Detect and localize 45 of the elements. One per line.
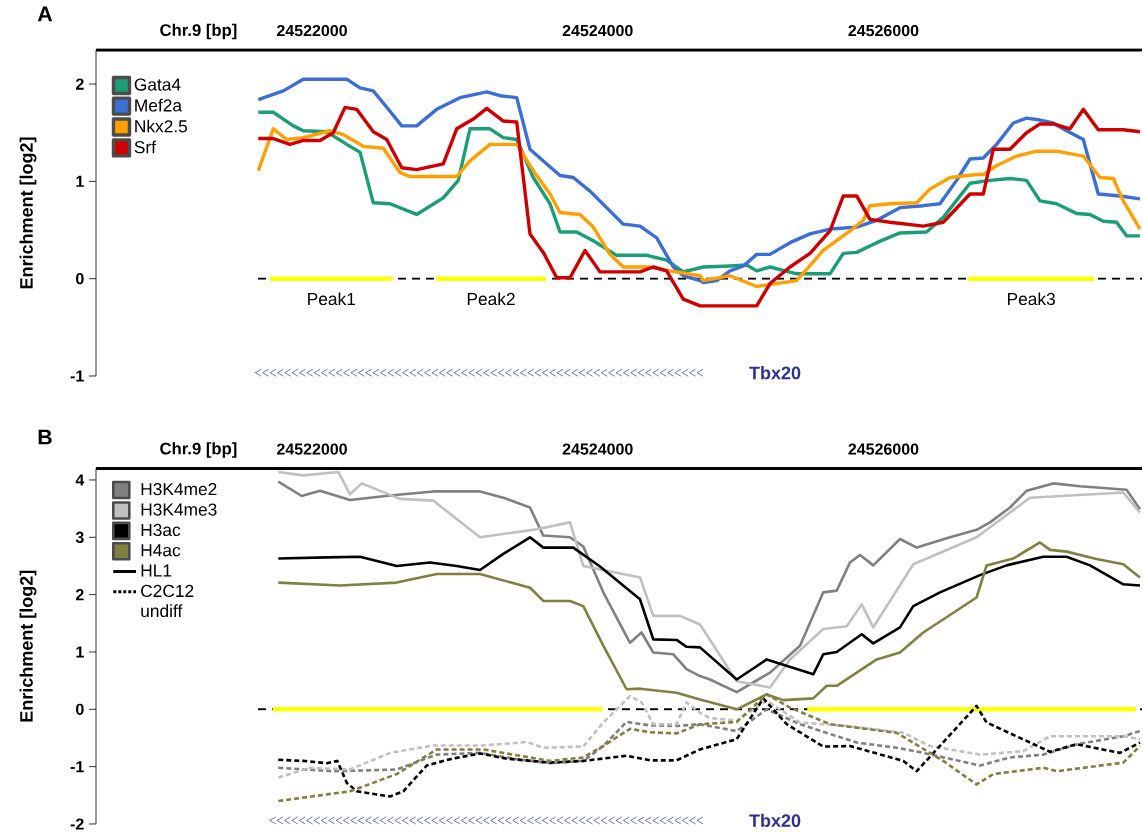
y-axis-title: Enrichment [log2] <box>19 570 37 722</box>
line-series <box>256 127 1142 289</box>
legend-label: H4ac <box>141 544 181 557</box>
x-tick-label: 24524000 <box>562 443 633 455</box>
y-tick-label: 2 <box>75 589 84 601</box>
x-tick-label: 24522000 <box>276 24 347 37</box>
y-tick-label: 2 <box>75 78 84 90</box>
legend-label: Nkx2.5 <box>135 119 188 133</box>
x-tick-label: 24526000 <box>848 443 919 455</box>
y-tick-label: -1 <box>70 761 84 773</box>
line-series <box>256 110 1142 276</box>
legend-label: H3K4me2 <box>141 482 217 496</box>
annotation: Tbx20 <box>749 813 801 828</box>
line-series <box>276 535 1142 681</box>
y-tick-label: 0 <box>76 703 84 715</box>
legend-label: H3K4me3 <box>141 503 217 516</box>
annotation: Tbx20 <box>749 366 801 380</box>
annotation: Peak3 <box>1007 292 1055 306</box>
legend-label: Srf <box>134 140 157 154</box>
y-tick-label: 0 <box>76 273 84 285</box>
line-series <box>256 77 1142 285</box>
x-axis-title: Chr.9 [bp] <box>160 442 237 458</box>
line-series <box>256 105 1142 308</box>
annotation: HL1 <box>141 564 172 577</box>
legend-label: H3ac <box>141 523 181 537</box>
legend-label: Gata4 <box>134 78 181 91</box>
annotation: C2C12 undiff <box>141 584 194 618</box>
legend-label: Mef2a <box>135 98 183 112</box>
annotation: Peak1 <box>308 292 356 306</box>
x-tick-label: 24526000 <box>848 24 919 37</box>
y-tick-label: -2 <box>70 818 84 830</box>
y-tick-label: 1 <box>76 175 84 187</box>
y-tick-label: 4 <box>75 474 85 486</box>
y-axis-title: Enrichment [log2] <box>19 137 37 289</box>
y-tick-label: 1 <box>76 646 84 658</box>
chart-title: A <box>37 6 53 22</box>
x-tick-label: 24524000 <box>562 24 633 37</box>
x-axis-title: Chr.9 [bp] <box>160 23 237 40</box>
annotation: Peak2 <box>467 292 515 306</box>
line-series <box>276 708 1142 773</box>
y-tick-label: -1 <box>70 370 84 382</box>
x-tick-label: 24522000 <box>276 443 347 455</box>
line-series <box>276 694 1142 779</box>
y-tick-label: 3 <box>75 531 84 543</box>
chart-title: B <box>38 429 52 445</box>
